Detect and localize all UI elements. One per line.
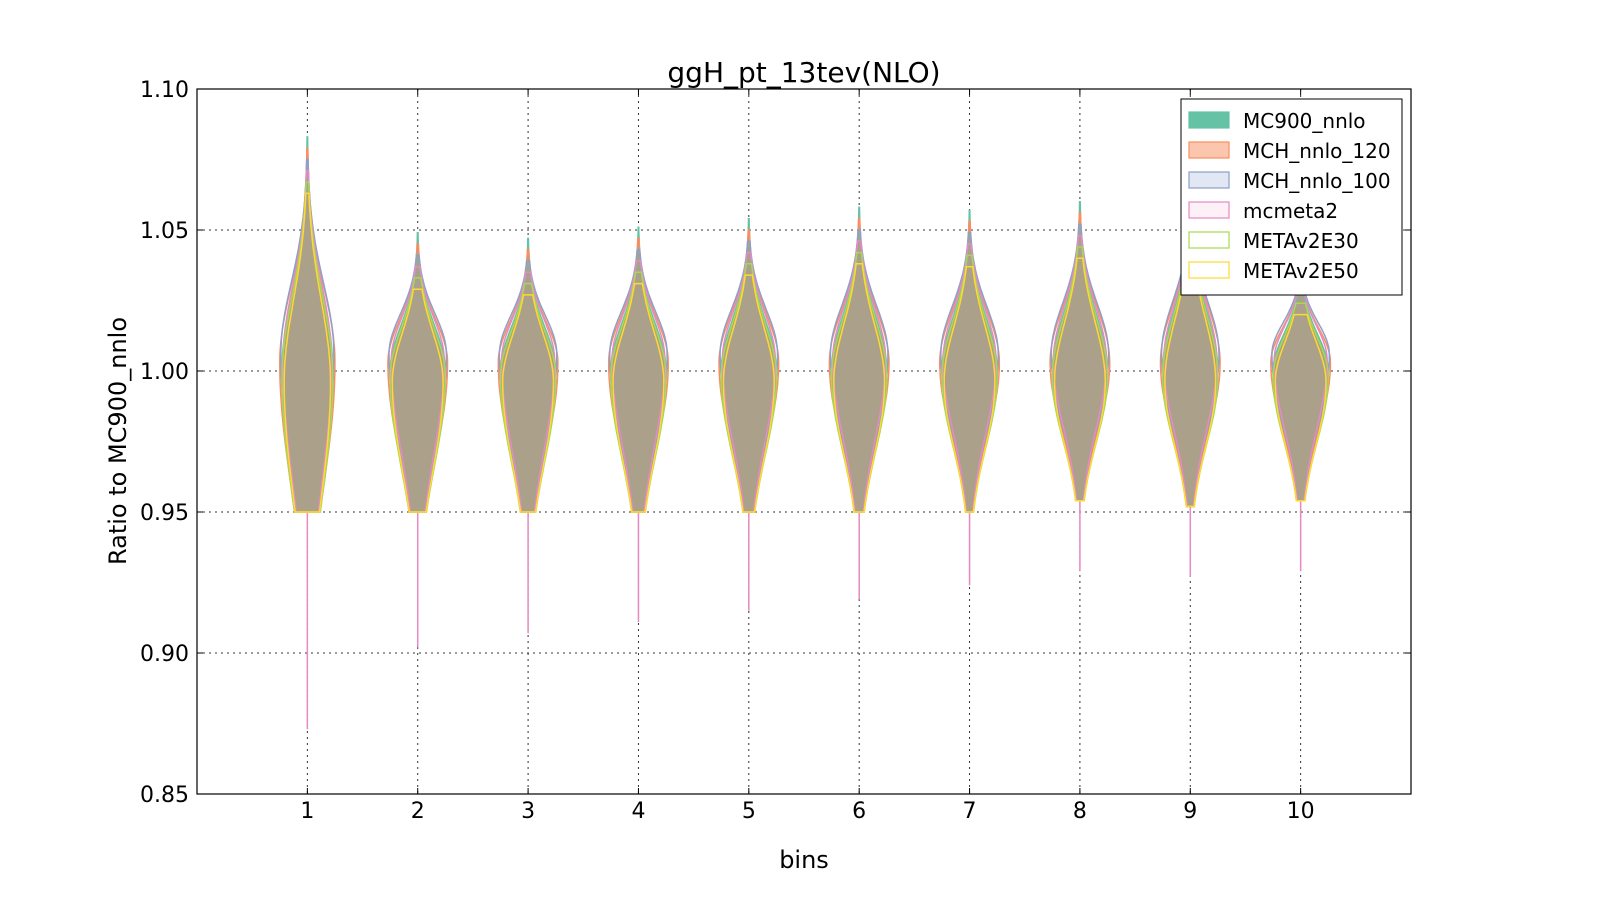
legend-swatch — [1188, 141, 1230, 159]
x-axis-label: bins — [779, 846, 829, 874]
violin-bin-3 — [497, 237, 559, 634]
violin-body-METAv2E30 — [830, 251, 888, 513]
y-tick-label: 0.85 — [140, 783, 189, 808]
violin-body-METAv2E50 — [1053, 257, 1107, 502]
violin-body-METAv2E50 — [612, 282, 665, 513]
violin-body-METAv2E30 — [499, 282, 557, 513]
x-tick-label: 5 — [742, 799, 756, 824]
violin-body-mcmeta2 — [942, 243, 997, 513]
y-tick-label: 1.00 — [140, 360, 189, 385]
violin-bin-6 — [828, 206, 890, 600]
x-tick-label: 4 — [631, 799, 645, 824]
violin-bin-8 — [1049, 201, 1111, 572]
violin-body-mcmeta2 — [1052, 234, 1108, 502]
violin-bin-7 — [938, 209, 1001, 586]
violin-body-MCH_nnlo_100 — [829, 229, 889, 513]
violin-body-MCH_nnlo_120 — [279, 147, 336, 513]
legend-label: MCH_nnlo_120 — [1243, 139, 1391, 163]
legend-swatch — [1188, 201, 1230, 219]
legend-swatch — [1188, 261, 1230, 279]
violin-body-METAv2E50 — [391, 288, 444, 513]
violin-body-mcmeta2 — [831, 240, 887, 513]
violin-body-MCH_nnlo_100 — [719, 240, 779, 513]
violin-body-METAv2E50 — [943, 265, 996, 513]
legend-swatch — [1188, 111, 1230, 129]
x-tick-label: 2 — [411, 799, 425, 824]
x-tick-label: 3 — [521, 799, 535, 824]
legend-label: MC900_nnlo — [1243, 109, 1366, 133]
y-tick-label: 1.05 — [140, 219, 189, 244]
violin-body-MC900_nnlo — [720, 217, 778, 513]
legend: MC900_nnlo MCH_nnlo_120 MCH_nnlo_100mcmeta… — [1180, 98, 1403, 296]
legend-label: mcmeta2 — [1243, 199, 1338, 223]
violin-body-METAv2E30 — [281, 181, 334, 513]
violin-bin-10 — [1270, 257, 1332, 572]
violin-body-MC900_nnlo — [610, 226, 667, 513]
x-tick-label: 6 — [852, 799, 866, 824]
violin-body-METAv2E30 — [1051, 246, 1109, 502]
legend-label: METAv2E30 — [1243, 229, 1359, 253]
violin-bin-1 — [279, 136, 336, 730]
violin-bin-5 — [718, 217, 780, 611]
violin-body-MC900_nnlo — [389, 232, 447, 513]
x-tick-label: 9 — [1183, 799, 1197, 824]
chart-title: ggH_pt_13tev(NLO) — [667, 56, 940, 89]
x-tick-label: 7 — [963, 799, 977, 824]
violin-bin-2 — [387, 232, 449, 648]
legend-swatch — [1188, 231, 1230, 249]
violins — [279, 136, 1332, 730]
violin-body-METAv2E50 — [722, 274, 775, 513]
violin-body-METAv2E30 — [389, 277, 447, 513]
legend-label: MCH_nnlo_100 — [1243, 169, 1391, 193]
x-tick-label: 1 — [300, 799, 314, 824]
violin-body-mcmeta2 — [721, 251, 777, 513]
violin-body-METAv2E30 — [720, 263, 778, 513]
axis-ticks: 0.85 0.90 0.95 1.00 1.05 1.10 1 2 3 4 5 6 7 8 9 10 — [140, 78, 1411, 824]
violin-body-MCH_nnlo_100 — [498, 260, 558, 513]
violin-body-METAv2E50 — [833, 263, 886, 513]
legend-label: METAv2E50 — [1243, 259, 1359, 283]
plot-frame — [196, 88, 1412, 795]
y-tick-label: 1.10 — [140, 78, 189, 103]
legend-swatch — [1188, 171, 1230, 189]
violin-body-METAv2E50 — [283, 192, 332, 513]
violin-body-METAv2E50 — [501, 294, 555, 513]
violin-body-METAv2E30 — [610, 271, 667, 513]
violin-body-MCH_nnlo_100 — [609, 248, 668, 513]
violin-body-mcmeta2 — [611, 260, 666, 513]
violin-body-METAv2E50 — [1274, 313, 1327, 502]
grid — [197, 89, 1411, 794]
violin-body-MC900_nnlo — [499, 237, 557, 513]
violin-body-mcmeta2 — [500, 271, 556, 513]
y-tick-label: 0.95 — [140, 501, 189, 526]
x-tick-label: 10 — [1287, 799, 1315, 824]
y-tick-label: 0.90 — [140, 642, 189, 667]
x-tick-label: 8 — [1073, 799, 1087, 824]
y-axis-label: Ratio to MC900_nnlo — [104, 317, 132, 565]
violin-body-mcmeta2 — [390, 265, 445, 513]
violin-bin-4 — [607, 226, 669, 622]
